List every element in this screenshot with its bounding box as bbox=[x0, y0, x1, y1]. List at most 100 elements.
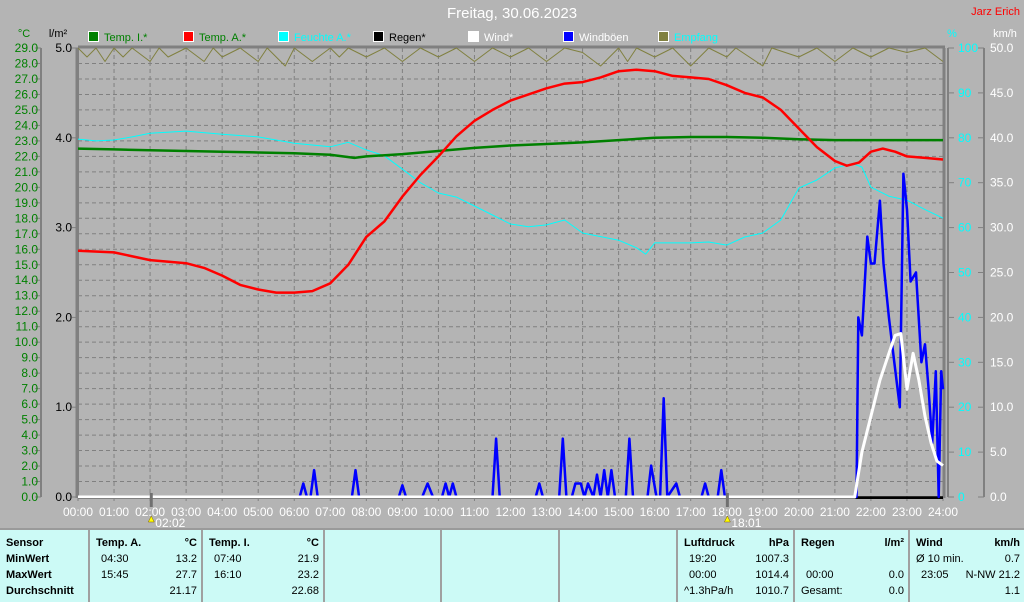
legend-label: Wind* bbox=[484, 32, 514, 44]
temp-tick-label: 25.0 bbox=[15, 103, 39, 117]
avg-value: 21.17 bbox=[169, 585, 197, 597]
total-label: Gesamt: bbox=[801, 585, 843, 597]
humidity-tick-label: 40 bbox=[958, 310, 972, 324]
max-value: 1014.4 bbox=[755, 569, 789, 581]
legend-item: Empfang bbox=[658, 31, 718, 44]
legend-item: Temp. I.* bbox=[88, 31, 147, 44]
legend-label: Regen* bbox=[389, 32, 426, 44]
temp-unit: °C bbox=[18, 28, 30, 40]
stats-panel: Sensor MinWert MaxWert Durchschnitt Temp… bbox=[0, 528, 1024, 602]
x-tick-label: 17:00 bbox=[676, 505, 706, 519]
rain-tick-label: 4.0 bbox=[55, 131, 72, 145]
x-tick-label: 18:00 bbox=[712, 505, 742, 519]
humidity-tick-label: 50 bbox=[958, 266, 972, 280]
temp-tick-label: 2.0 bbox=[21, 459, 38, 473]
min-time: 04:30 bbox=[101, 553, 129, 565]
legend-label: Windböen bbox=[579, 32, 629, 44]
temp-tick-label: 23.0 bbox=[15, 134, 39, 148]
wind-tick-label: 35.0 bbox=[990, 176, 1014, 190]
x-tick-label: 16:00 bbox=[640, 505, 670, 519]
temp-tick-label: 15.0 bbox=[15, 258, 39, 272]
max-time: 15:45 bbox=[101, 569, 129, 581]
header: Wind bbox=[916, 537, 943, 549]
legend-swatch bbox=[658, 31, 669, 42]
temp-tick-label: 5.0 bbox=[21, 413, 38, 427]
humidity-tick-label: 0 bbox=[958, 490, 965, 504]
x-tick-label: 23:00 bbox=[892, 505, 922, 519]
x-tick-label: 00:00 bbox=[63, 505, 93, 519]
author-label: Jarz Erich bbox=[971, 6, 1020, 18]
legend-label: Feuchte A.* bbox=[294, 32, 351, 44]
stats-empty-3 bbox=[560, 530, 678, 602]
wind-tick-label: 20.0 bbox=[990, 310, 1014, 324]
max-time: 00:00 bbox=[689, 569, 717, 581]
wind-tick-label: 10.0 bbox=[990, 400, 1014, 414]
sensor-label: Sensor bbox=[6, 537, 44, 549]
rain-tick-label: 5.0 bbox=[55, 41, 72, 55]
temp-tick-label: 29.0 bbox=[15, 41, 39, 55]
max-value: N-NW 21.2 bbox=[965, 569, 1020, 581]
min-time: 19:20 bbox=[689, 553, 717, 565]
stats-temp-a: Temp. A. °C 04:30 13.2 15:45 27.7 21.17 bbox=[90, 530, 203, 602]
humidity-tick-label: 10 bbox=[958, 445, 972, 459]
temp-tick-label: 18.0 bbox=[15, 211, 39, 225]
humidity-tick-label: 30 bbox=[958, 355, 972, 369]
temp-tick-label: 16.0 bbox=[15, 242, 39, 256]
wind-unit: km/h bbox=[993, 28, 1017, 40]
x-tick-label: 24:00 bbox=[928, 505, 958, 519]
x-tick-label: 07:00 bbox=[315, 505, 345, 519]
temp-tick-label: 7.0 bbox=[21, 382, 38, 396]
rain-tick-label: 3.0 bbox=[55, 221, 72, 235]
max-time: 16:10 bbox=[214, 569, 242, 581]
avg-label: Durchschnitt bbox=[6, 585, 74, 597]
header: Temp. I. bbox=[209, 537, 250, 549]
wind-tick-label: 50.0 bbox=[990, 41, 1014, 55]
wind-tick-label: 15.0 bbox=[990, 355, 1014, 369]
avg10-label: Ø 10 min. bbox=[916, 553, 964, 565]
min-value: 21.9 bbox=[297, 553, 319, 565]
x-tick-label: 03:00 bbox=[171, 505, 201, 519]
legend-item: Temp. A.* bbox=[183, 31, 246, 44]
series-feuchte-a bbox=[77, 130, 944, 255]
series-temp-i bbox=[77, 135, 943, 160]
series-windböen bbox=[78, 172, 945, 499]
humidity-tick-label: 60 bbox=[958, 221, 972, 235]
legend-label: Temp. I.* bbox=[104, 32, 148, 44]
weather-chart: 00:00 01:00 02:00 03:00 04:00 05:00 06:00 07:00… bbox=[15, 28, 1017, 528]
temp-tick-label: 17.0 bbox=[15, 227, 39, 241]
min-label: MinWert bbox=[6, 553, 50, 565]
temp-tick-label: 28.0 bbox=[15, 56, 39, 70]
wind-tick-label: 45.0 bbox=[990, 86, 1014, 100]
x-tick-label: 08:00 bbox=[351, 505, 381, 519]
x-tick-label: 14:00 bbox=[568, 505, 598, 519]
x-tick-label: 09:00 bbox=[387, 505, 417, 519]
humidity-tick-label: 90 bbox=[958, 86, 972, 100]
x-tick-label: 21:00 bbox=[820, 505, 850, 519]
legend-item: Feuchte A.* bbox=[278, 31, 351, 44]
temp-tick-label: 14.0 bbox=[15, 273, 39, 287]
max-value: 27.7 bbox=[175, 569, 197, 581]
temp-tick-label: 10.0 bbox=[15, 335, 39, 349]
temp-tick-label: 21.0 bbox=[15, 165, 39, 179]
rain-unit: l/m² bbox=[49, 28, 68, 40]
temp-tick-label: 9.0 bbox=[21, 351, 38, 365]
wind-tick-label: 40.0 bbox=[990, 131, 1014, 145]
temp-tick-label: 20.0 bbox=[15, 180, 39, 194]
rain-value: 0.0 bbox=[888, 569, 904, 581]
legend-item: Regen* bbox=[373, 31, 426, 44]
wind-tick-label: 25.0 bbox=[990, 266, 1014, 280]
min-time: 07:40 bbox=[214, 553, 242, 565]
unit: hPa bbox=[768, 537, 789, 549]
temp-tick-label: 13.0 bbox=[15, 289, 39, 303]
legend-swatch bbox=[468, 31, 479, 42]
temp-tick-label: 1.0 bbox=[21, 475, 38, 489]
marker-label: 18:01 bbox=[731, 516, 761, 528]
sunrise-icon bbox=[147, 515, 155, 523]
header: Luftdruck bbox=[684, 537, 735, 549]
stats-pressure: Luftdruck hPa 19:20 1007.3 00:00 1014.4 ^1.… bbox=[678, 530, 795, 602]
sunset-icon bbox=[723, 515, 731, 523]
temp-tick-label: 27.0 bbox=[15, 72, 39, 86]
x-tick-label: 11:00 bbox=[460, 505, 489, 519]
rain-tick-label: 2.0 bbox=[55, 310, 72, 324]
header: Temp. A. bbox=[96, 537, 142, 549]
